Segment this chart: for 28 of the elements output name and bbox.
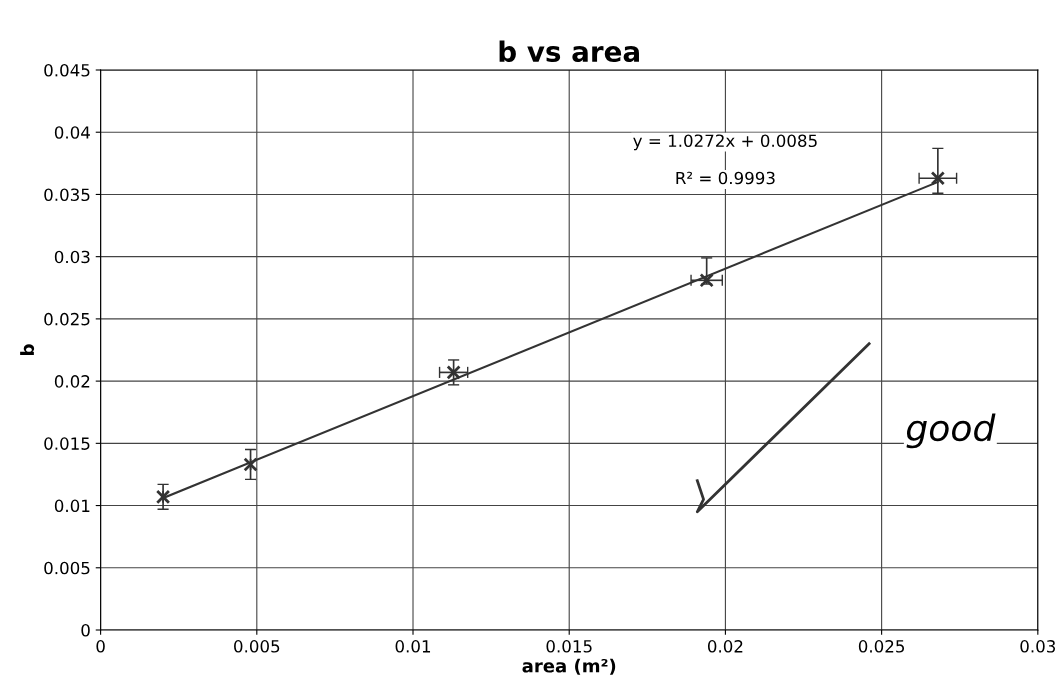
- point: [243, 457, 258, 472]
- y-tick-label: 0.01: [54, 499, 90, 513]
- point: [699, 273, 714, 288]
- y-axis-title: b: [20, 344, 35, 355]
- x-tick-label: 0.005: [234, 640, 280, 653]
- y-tick-label: 0.03: [54, 250, 90, 264]
- chart-title: b vs area: [499, 40, 639, 63]
- annotation: R² = 0.9993: [676, 171, 775, 185]
- x-tick-label: 0.03: [1020, 640, 1056, 653]
- x-tick-label: 0.01: [395, 640, 431, 653]
- y-tick-label: 0.025: [44, 312, 90, 326]
- x-tick-label: 0: [96, 640, 105, 653]
- point: [446, 365, 461, 380]
- y-tick-label: 0.04: [54, 126, 90, 139]
- x-axis-title: area (m²): [522, 658, 616, 675]
- annotation: y = 1.0272x + 0.0085: [633, 134, 817, 151]
- x-tick-label: 0.02: [707, 640, 743, 653]
- y-tick-label: 0.015: [44, 437, 90, 450]
- point: [930, 171, 946, 186]
- point: [155, 489, 171, 505]
- x-tick-label: 0.015: [546, 640, 592, 653]
- y-tick-label: 0.035: [44, 188, 90, 202]
- annotation: good: [906, 413, 996, 449]
- x-tick-label: 0.025: [858, 640, 905, 653]
- y-tick-label: 0.005: [44, 561, 90, 575]
- y-tick-label: 0.045: [44, 63, 90, 77]
- y-tick-label: 0.02: [54, 375, 90, 388]
- y-tick-label: 0: [81, 623, 90, 637]
